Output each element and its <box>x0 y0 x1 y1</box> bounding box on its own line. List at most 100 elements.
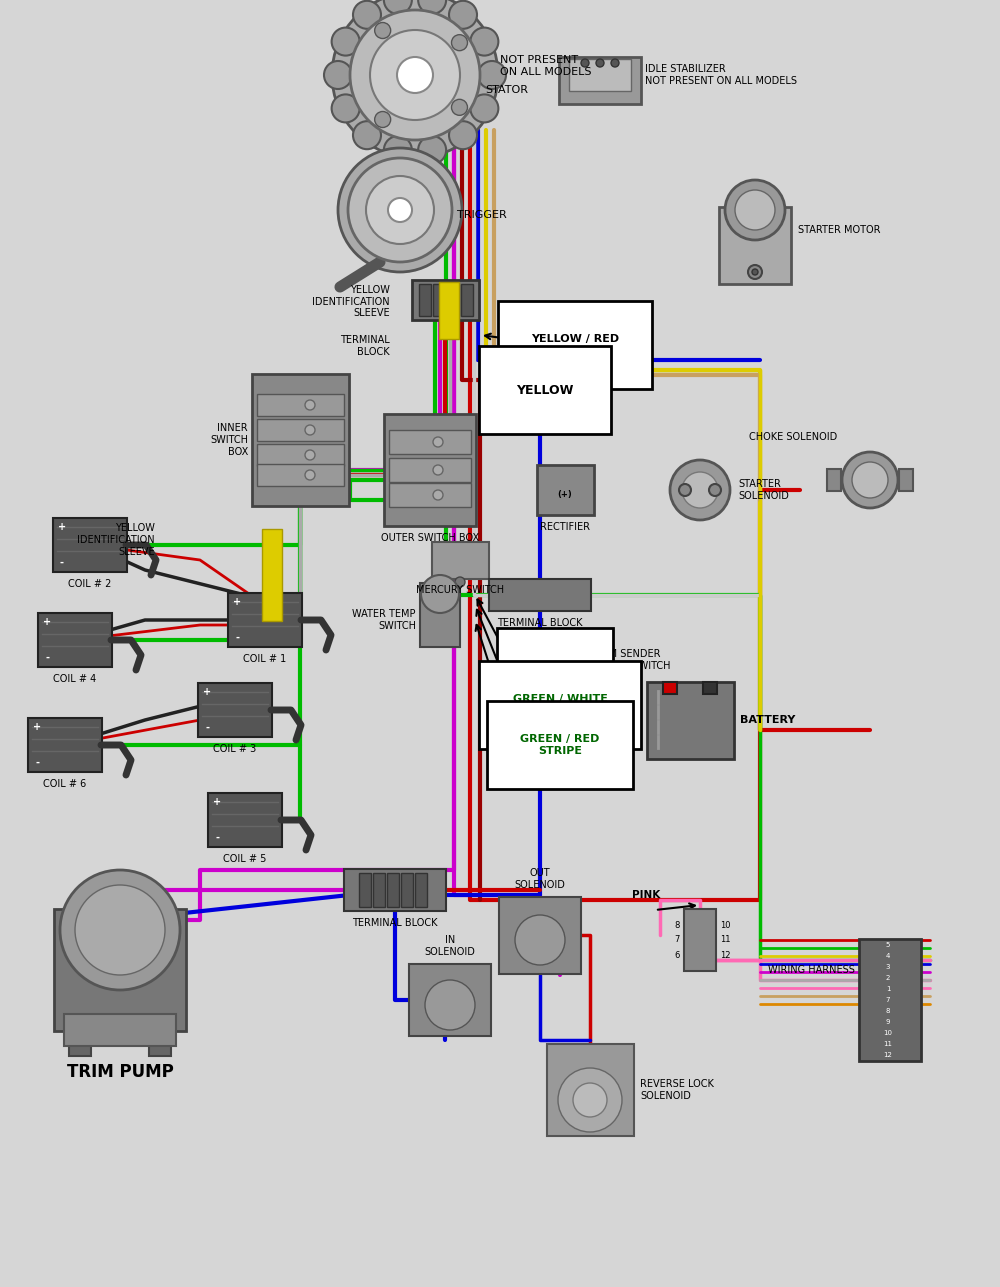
Circle shape <box>558 1068 622 1133</box>
FancyBboxPatch shape <box>546 1044 634 1136</box>
Circle shape <box>366 176 434 245</box>
FancyBboxPatch shape <box>208 793 282 847</box>
Text: 12: 12 <box>884 1051 892 1058</box>
Text: TERMINAL
BLOCK: TERMINAL BLOCK <box>340 335 390 356</box>
Text: 6: 6 <box>675 951 680 960</box>
Text: 10: 10 <box>884 1030 893 1036</box>
Circle shape <box>451 99 467 116</box>
Text: 11: 11 <box>884 1041 893 1048</box>
Circle shape <box>455 577 465 587</box>
Circle shape <box>425 979 475 1030</box>
FancyBboxPatch shape <box>899 468 913 492</box>
Text: RECTIFIER: RECTIFIER <box>540 523 590 532</box>
FancyBboxPatch shape <box>389 458 471 483</box>
FancyBboxPatch shape <box>489 579 591 611</box>
Text: COIL # 1: COIL # 1 <box>243 654 287 664</box>
Circle shape <box>550 645 560 655</box>
Circle shape <box>421 575 459 613</box>
FancyBboxPatch shape <box>719 206 791 283</box>
FancyBboxPatch shape <box>401 873 413 907</box>
Text: BATTERY: BATTERY <box>740 716 795 725</box>
Circle shape <box>581 59 589 67</box>
Text: STARTER MOTOR: STARTER MOTOR <box>798 225 881 236</box>
Circle shape <box>449 121 477 149</box>
FancyBboxPatch shape <box>433 284 445 317</box>
Circle shape <box>682 472 718 508</box>
Circle shape <box>384 0 412 14</box>
Circle shape <box>725 180 785 239</box>
FancyBboxPatch shape <box>228 593 302 647</box>
Circle shape <box>375 112 391 127</box>
Circle shape <box>75 885 165 976</box>
Text: PINK: PINK <box>632 891 660 900</box>
Circle shape <box>305 470 315 480</box>
FancyBboxPatch shape <box>504 632 586 709</box>
Circle shape <box>478 60 506 89</box>
Text: +: + <box>203 687 211 698</box>
FancyBboxPatch shape <box>256 444 344 466</box>
FancyBboxPatch shape <box>54 909 186 1031</box>
FancyBboxPatch shape <box>409 964 491 1036</box>
Circle shape <box>433 438 443 447</box>
Text: -: - <box>205 723 209 734</box>
FancyBboxPatch shape <box>262 529 282 622</box>
Circle shape <box>852 462 888 498</box>
Circle shape <box>449 1 477 28</box>
Text: INNER
SWITCH
BOX: INNER SWITCH BOX <box>210 423 248 457</box>
FancyBboxPatch shape <box>28 718 102 772</box>
Circle shape <box>332 0 498 158</box>
Text: +: + <box>43 616 51 627</box>
FancyBboxPatch shape <box>53 517 127 571</box>
Text: 5: 5 <box>886 942 890 949</box>
Text: +: + <box>213 797 221 807</box>
FancyBboxPatch shape <box>663 682 677 694</box>
Text: +: + <box>58 523 66 532</box>
FancyBboxPatch shape <box>420 583 460 647</box>
FancyBboxPatch shape <box>384 414 476 526</box>
FancyBboxPatch shape <box>569 59 631 91</box>
FancyBboxPatch shape <box>149 1033 171 1057</box>
Circle shape <box>596 59 604 67</box>
Text: TRIM SENDER
& LIMIT SWITCH: TRIM SENDER & LIMIT SWITCH <box>593 649 670 671</box>
Text: IDLE STABILIZER
NOT PRESENT ON ALL MODELS: IDLE STABILIZER NOT PRESENT ON ALL MODEL… <box>645 64 797 86</box>
Text: YELLOW / RED
STRIPE: YELLOW / RED STRIPE <box>531 335 619 355</box>
Circle shape <box>550 665 560 674</box>
Text: GREEN / WHITE
STRIPE: GREEN / WHITE STRIPE <box>513 694 607 716</box>
Text: NOT PRESENT
ON ALL MODELS: NOT PRESENT ON ALL MODELS <box>500 55 592 77</box>
Circle shape <box>842 452 898 508</box>
Text: COIL # 6: COIL # 6 <box>43 779 87 789</box>
FancyBboxPatch shape <box>387 873 399 907</box>
Text: WIRING HARNESS: WIRING HARNESS <box>768 965 855 976</box>
Circle shape <box>433 490 443 501</box>
FancyBboxPatch shape <box>684 909 716 970</box>
Text: GREEN / RED
STRIPE: GREEN / RED STRIPE <box>520 734 600 755</box>
Text: TRIGGER: TRIGGER <box>457 210 507 220</box>
Circle shape <box>350 10 480 140</box>
Text: REVERSE LOCK
SOLENOID: REVERSE LOCK SOLENOID <box>640 1080 714 1100</box>
Circle shape <box>451 35 467 50</box>
Text: -: - <box>215 833 219 843</box>
Text: GREEN: GREEN <box>533 664 577 677</box>
Circle shape <box>338 148 462 272</box>
Text: OUTER SWITCH BOX: OUTER SWITCH BOX <box>381 533 479 543</box>
Circle shape <box>375 22 391 39</box>
FancyBboxPatch shape <box>461 284 473 317</box>
Text: YELLOW: YELLOW <box>516 384 574 396</box>
FancyBboxPatch shape <box>389 430 471 454</box>
FancyBboxPatch shape <box>373 873 385 907</box>
Text: STATOR: STATOR <box>485 85 528 95</box>
FancyBboxPatch shape <box>344 869 446 911</box>
FancyBboxPatch shape <box>256 465 344 486</box>
Circle shape <box>305 425 315 435</box>
Circle shape <box>388 198 412 221</box>
FancyBboxPatch shape <box>432 542 488 578</box>
Circle shape <box>370 30 460 120</box>
Circle shape <box>418 0 446 14</box>
Circle shape <box>679 484 691 495</box>
FancyBboxPatch shape <box>412 281 479 320</box>
Text: COIL # 2: COIL # 2 <box>68 579 112 589</box>
Text: 7: 7 <box>886 997 890 1003</box>
FancyBboxPatch shape <box>447 284 459 317</box>
Circle shape <box>611 59 619 67</box>
Circle shape <box>332 94 360 122</box>
